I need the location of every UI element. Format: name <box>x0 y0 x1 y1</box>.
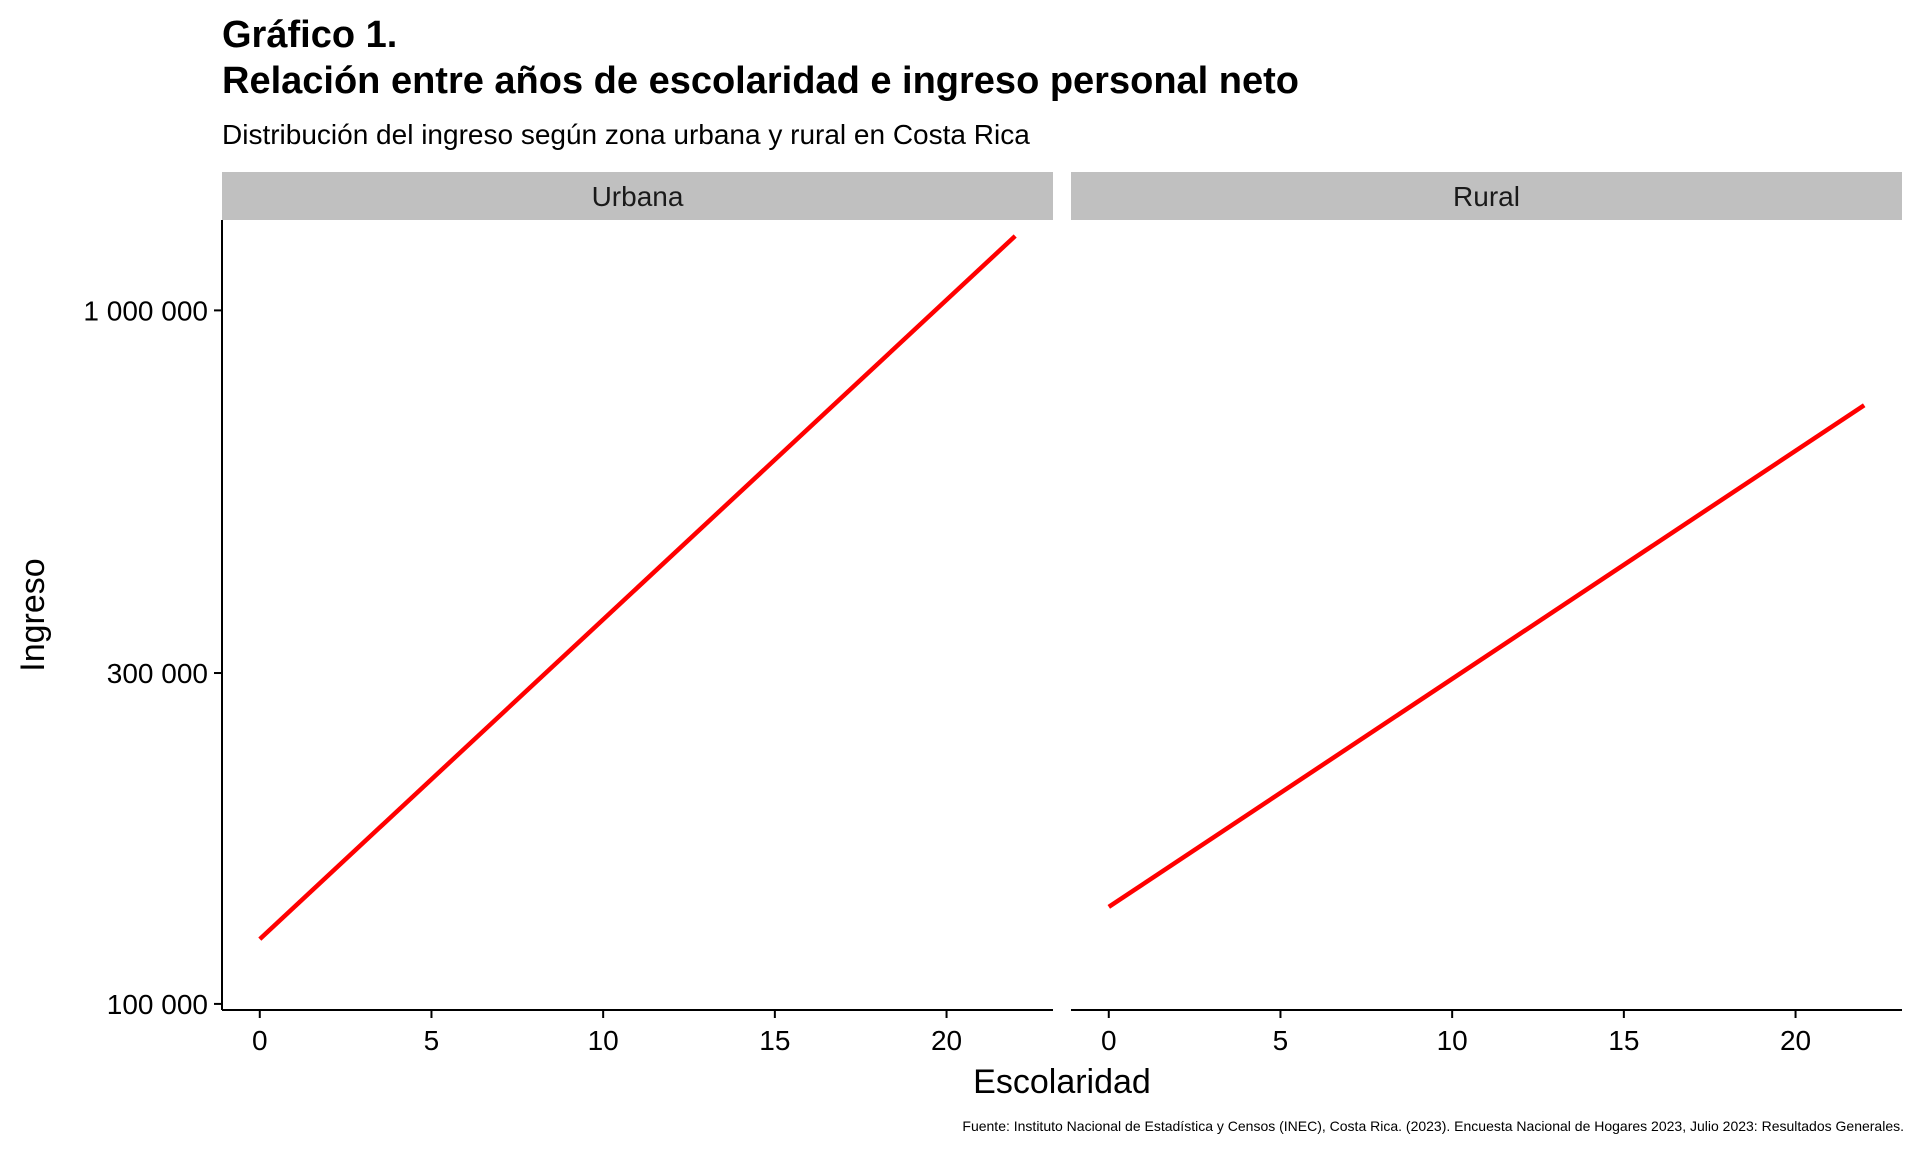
source-caption: Fuente: Instituto Nacional de Estadístic… <box>962 1118 1904 1134</box>
x-axis-title: Escolaridad <box>973 1063 1151 1101</box>
chart-subtitle: Distribución del ingreso según zona urba… <box>222 119 1030 150</box>
x-tick-label: 20 <box>931 1025 962 1056</box>
x-tick-label: 15 <box>1608 1025 1639 1056</box>
x-tick-label: 10 <box>588 1025 619 1056</box>
x-tick-label: 0 <box>1101 1025 1117 1056</box>
title-line-2: Relación entre años de escolaridad e ing… <box>222 60 1299 102</box>
x-tick-label: 20 <box>1780 1025 1811 1056</box>
x-tick-label: 5 <box>424 1025 440 1056</box>
series-line <box>258 234 1017 941</box>
facet-strip-label: Rural <box>1453 181 1520 212</box>
y-axis-title: Ingreso <box>14 558 52 671</box>
facet-strip-label: Urbana <box>592 181 684 212</box>
y-tick-label: 1 000 000 <box>83 295 208 326</box>
x-tick-label: 0 <box>252 1025 268 1056</box>
facet-strip <box>1071 172 1902 220</box>
y-tick-label: 300 000 <box>107 658 208 689</box>
title-line-1: Gráfico 1. <box>222 14 398 56</box>
chart-title: Gráfico 1. Relación entre años de escola… <box>222 12 1299 104</box>
x-tick-label: 10 <box>1437 1025 1468 1056</box>
series-line <box>1107 403 1866 909</box>
x-tick-label: 15 <box>759 1025 790 1056</box>
y-tick-label: 100 000 <box>107 989 208 1020</box>
facet-strip <box>222 172 1053 220</box>
x-tick-label: 5 <box>1273 1025 1289 1056</box>
